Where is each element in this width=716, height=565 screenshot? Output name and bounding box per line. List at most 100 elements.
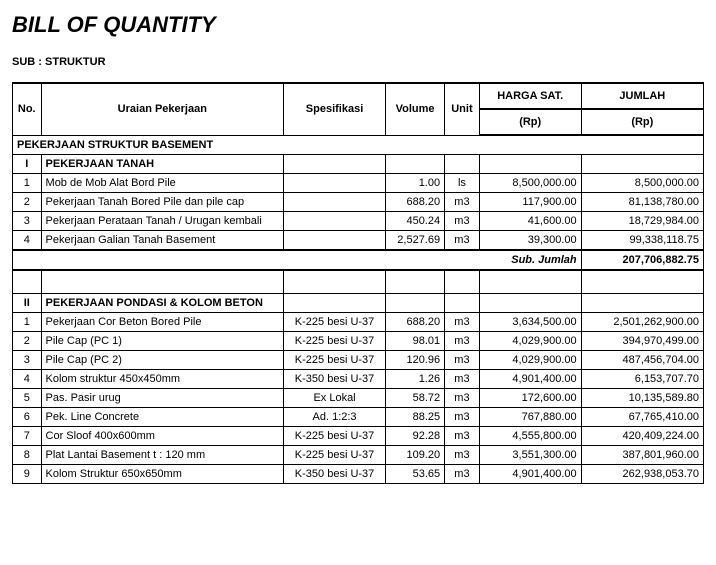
table-row: 3Pile Cap (PC 2)K-225 besi U-37120.96m34… <box>13 351 704 370</box>
cell-total: 99,338,118.75 <box>581 231 703 251</box>
cell-price: 4,901,400.00 <box>479 370 581 389</box>
hdr-total1: JUMLAH <box>581 83 703 109</box>
table-body: PEKERJAAN STRUKTUR BASEMENTIPEKERJAAN TA… <box>13 135 704 484</box>
section-header-row: PEKERJAAN STRUKTUR BASEMENT <box>13 135 704 155</box>
hdr-no: No. <box>13 83 42 135</box>
boq-table: No. Uraian Pekerjaan Spesifikasi Volume … <box>12 82 704 484</box>
cell-no: 4 <box>13 231 42 251</box>
cell-desc: Pas. Pasir urug <box>41 389 284 408</box>
cell-empty <box>445 155 480 174</box>
table-row: 7Cor Sloof 400x600mmK-225 besi U-3792.28… <box>13 427 704 446</box>
cell-total: 8,500,000.00 <box>581 174 703 193</box>
cell-total: 487,456,704.00 <box>581 351 703 370</box>
table-row: 9Kolom Struktur 650x650mmK-350 besi U-37… <box>13 465 704 484</box>
sub-label: SUB <box>12 56 35 68</box>
cell-price: 41,600.00 <box>479 212 581 231</box>
cell-desc: Pekerjaan Cor Beton Bored Pile <box>41 313 284 332</box>
page-title: BILL OF QUANTITY <box>12 12 704 38</box>
cell-total: 6,153,707.70 <box>581 370 703 389</box>
subtotal-value: 207,706,882.75 <box>581 250 703 270</box>
group-name: PEKERJAAN TANAH <box>41 155 284 174</box>
cell-vol: 688.20 <box>386 313 445 332</box>
hdr-total2: (Rp) <box>581 109 703 135</box>
cell-vol: 109.20 <box>386 446 445 465</box>
cell-total: 420,409,224.00 <box>581 427 703 446</box>
cell-empty <box>445 294 480 313</box>
cell-no: 6 <box>13 408 42 427</box>
cell-unit: m3 <box>445 231 480 251</box>
cell-unit: m3 <box>445 193 480 212</box>
cell-unit: m3 <box>445 408 480 427</box>
cell-empty <box>581 270 703 294</box>
cell-desc: Pek. Line Concrete <box>41 408 284 427</box>
cell-spec: K-225 besi U-37 <box>284 332 386 351</box>
cell-no: 1 <box>13 313 42 332</box>
cell-unit: m3 <box>445 332 480 351</box>
group-no: II <box>13 294 42 313</box>
table-row: 2Pile Cap (PC 1)K-225 besi U-3798.01m34,… <box>13 332 704 351</box>
cell-no: 2 <box>13 332 42 351</box>
cell-total: 67,765,410.00 <box>581 408 703 427</box>
cell-no: 7 <box>13 427 42 446</box>
cell-price: 767,880.00 <box>479 408 581 427</box>
cell-unit: m3 <box>445 465 480 484</box>
cell-total: 18,729,984.00 <box>581 212 703 231</box>
sub-value: : STRUKTUR <box>38 56 105 68</box>
hdr-desc: Uraian Pekerjaan <box>41 83 284 135</box>
cell-vol: 98.01 <box>386 332 445 351</box>
cell-no: 5 <box>13 389 42 408</box>
cell-desc: Pekerjaan Perataan Tanah / Urugan kembal… <box>41 212 284 231</box>
cell-spec: Ad. 1:2:3 <box>284 408 386 427</box>
hdr-price2: (Rp) <box>479 109 581 135</box>
cell-unit: m3 <box>445 212 480 231</box>
cell-price: 117,900.00 <box>479 193 581 212</box>
cell-no: 3 <box>13 212 42 231</box>
cell-no: 1 <box>13 174 42 193</box>
cell-price: 39,300.00 <box>479 231 581 251</box>
table-row: 4Pekerjaan Galian Tanah Basement2,527.69… <box>13 231 704 251</box>
cell-spec <box>284 193 386 212</box>
subtotal-row: Sub. Jumlah207,706,882.75 <box>13 250 704 270</box>
cell-total: 262,938,053.70 <box>581 465 703 484</box>
group-no: I <box>13 155 42 174</box>
cell-price: 3,634,500.00 <box>479 313 581 332</box>
group-name: PEKERJAAN PONDASI & KOLOM BETON <box>41 294 284 313</box>
hdr-unit: Unit <box>445 83 480 135</box>
cell-vol: 53.65 <box>386 465 445 484</box>
cell-desc: Kolom struktur 450x450mm <box>41 370 284 389</box>
cell-desc: Pekerjaan Tanah Bored Pile dan pile cap <box>41 193 284 212</box>
cell-price: 4,029,900.00 <box>479 351 581 370</box>
cell-total: 10,135,589.80 <box>581 389 703 408</box>
cell-price: 8,500,000.00 <box>479 174 581 193</box>
cell-empty <box>581 155 703 174</box>
cell-empty <box>13 270 42 294</box>
cell-total: 81,138,780.00 <box>581 193 703 212</box>
cell-vol: 1.00 <box>386 174 445 193</box>
cell-unit: m3 <box>445 427 480 446</box>
cell-desc: Kolom Struktur 650x650mm <box>41 465 284 484</box>
cell-price: 4,029,900.00 <box>479 332 581 351</box>
cell-price: 4,555,800.00 <box>479 427 581 446</box>
cell-empty <box>479 270 581 294</box>
cell-desc: Mob de Mob Alat Bord Pile <box>41 174 284 193</box>
cell-total: 394,970,499.00 <box>581 332 703 351</box>
cell-no: 9 <box>13 465 42 484</box>
cell-vol: 92.28 <box>386 427 445 446</box>
hdr-vol: Volume <box>386 83 445 135</box>
cell-unit: m3 <box>445 351 480 370</box>
cell-no: 3 <box>13 351 42 370</box>
cell-spec <box>284 231 386 251</box>
cell-empty <box>41 270 284 294</box>
cell-spec: K-225 besi U-37 <box>284 427 386 446</box>
cell-spec: Ex Lokal <box>284 389 386 408</box>
table-row: 3Pekerjaan Perataan Tanah / Urugan kemba… <box>13 212 704 231</box>
blank-row <box>13 270 704 294</box>
cell-empty <box>386 270 445 294</box>
cell-desc: Pile Cap (PC 2) <box>41 351 284 370</box>
cell-vol: 1.26 <box>386 370 445 389</box>
cell-spec: K-225 besi U-37 <box>284 313 386 332</box>
subtotal-label: Sub. Jumlah <box>13 250 582 270</box>
cell-price: 3,551,300.00 <box>479 446 581 465</box>
cell-unit: m3 <box>445 313 480 332</box>
table-header: No. Uraian Pekerjaan Spesifikasi Volume … <box>13 83 704 135</box>
